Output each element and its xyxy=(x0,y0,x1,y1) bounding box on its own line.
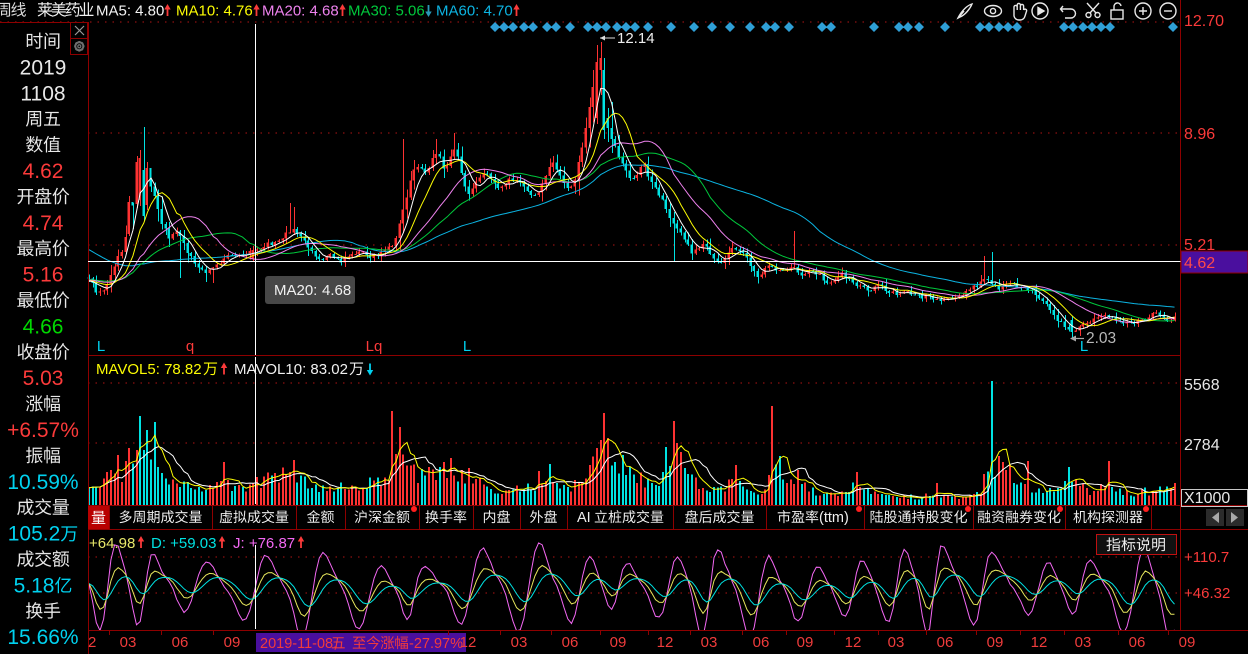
svg-text:12.14: 12.14 xyxy=(617,30,655,47)
svg-text:03: 03 xyxy=(701,634,718,651)
svg-text:Lq: Lq xyxy=(366,338,383,355)
svg-text:12: 12 xyxy=(1031,634,1048,651)
svg-text:MA20:: MA20: xyxy=(274,282,317,299)
svg-text:MA30: 5.06: MA30: 5.06 xyxy=(348,3,425,20)
svg-text:06: 06 xyxy=(172,634,189,651)
svg-text:06: 06 xyxy=(937,634,954,651)
svg-text:03: 03 xyxy=(120,634,137,651)
svg-text:L: L xyxy=(1080,338,1088,355)
svg-text:+110.7: +110.7 xyxy=(1184,549,1229,566)
svg-text:+6.57%: +6.57% xyxy=(7,419,79,442)
svg-text:MAVOL10: 83.02: MAVOL10: 83.02 xyxy=(234,361,348,378)
svg-text:03: 03 xyxy=(888,634,905,651)
svg-text:MA60: 4.70: MA60: 4.70 xyxy=(436,3,513,20)
svg-text:12: 12 xyxy=(460,634,477,651)
svg-text:03: 03 xyxy=(1075,634,1092,651)
svg-text:09: 09 xyxy=(610,634,627,651)
svg-text:06: 06 xyxy=(753,634,770,651)
svg-text:09: 09 xyxy=(224,634,241,651)
svg-text:J: +76.87: J: +76.87 xyxy=(233,535,295,552)
svg-text:4.66: 4.66 xyxy=(23,315,64,338)
svg-text:06: 06 xyxy=(562,634,579,651)
svg-text:03: 03 xyxy=(511,634,528,651)
svg-text:MA20: 4.68: MA20: 4.68 xyxy=(262,3,339,20)
svg-text:L: L xyxy=(463,338,471,355)
svg-text:X1000: X1000 xyxy=(1184,490,1230,507)
svg-text:5.21: 5.21 xyxy=(1184,237,1215,254)
svg-text:AI: AI xyxy=(577,510,591,526)
svg-text:-27.97%: -27.97% xyxy=(409,636,463,652)
svg-text:L: L xyxy=(97,338,105,355)
svg-text:2784: 2784 xyxy=(1184,437,1220,454)
svg-text:4.62: 4.62 xyxy=(1184,255,1215,272)
svg-text:+64.98: +64.98 xyxy=(89,535,135,552)
svg-text:2.03: 2.03 xyxy=(1086,330,1116,347)
svg-text:5.18: 5.18 xyxy=(14,574,55,597)
svg-text:09: 09 xyxy=(987,634,1004,651)
svg-text:4.62: 4.62 xyxy=(23,160,64,183)
svg-text:4.68: 4.68 xyxy=(322,282,351,299)
svg-text:2: 2 xyxy=(88,634,96,651)
svg-text:10.59%: 10.59% xyxy=(7,471,78,494)
svg-text:MA5: 4.80: MA5: 4.80 xyxy=(96,3,164,20)
svg-text:12: 12 xyxy=(657,634,674,651)
svg-text:09: 09 xyxy=(797,634,814,651)
svg-text:5568: 5568 xyxy=(1184,377,1220,394)
svg-text:(ttm): (ttm) xyxy=(819,510,849,526)
svg-text:12.70: 12.70 xyxy=(1184,13,1224,30)
svg-text:12: 12 xyxy=(845,634,862,651)
svg-text:5.16: 5.16 xyxy=(23,264,64,287)
svg-text:D: +59.03: D: +59.03 xyxy=(151,535,216,552)
svg-text:MAVOL5: 78.82: MAVOL5: 78.82 xyxy=(96,361,202,378)
svg-text:06: 06 xyxy=(1129,634,1146,651)
svg-text:09: 09 xyxy=(1179,634,1196,651)
svg-text:+46.32: +46.32 xyxy=(1184,585,1230,602)
svg-text:4.74: 4.74 xyxy=(23,212,64,235)
svg-text:15.66%: 15.66% xyxy=(7,626,78,649)
svg-text:5.03: 5.03 xyxy=(23,367,64,390)
svg-text:1108: 1108 xyxy=(20,82,65,105)
svg-text:2019-11-08,: 2019-11-08, xyxy=(260,636,337,652)
svg-text:2019: 2019 xyxy=(20,56,67,79)
svg-text:q: q xyxy=(186,338,194,355)
svg-text:105.2: 105.2 xyxy=(8,523,61,546)
svg-text:8.96: 8.96 xyxy=(1184,126,1215,143)
svg-text:MA10: 4.76: MA10: 4.76 xyxy=(176,3,253,20)
